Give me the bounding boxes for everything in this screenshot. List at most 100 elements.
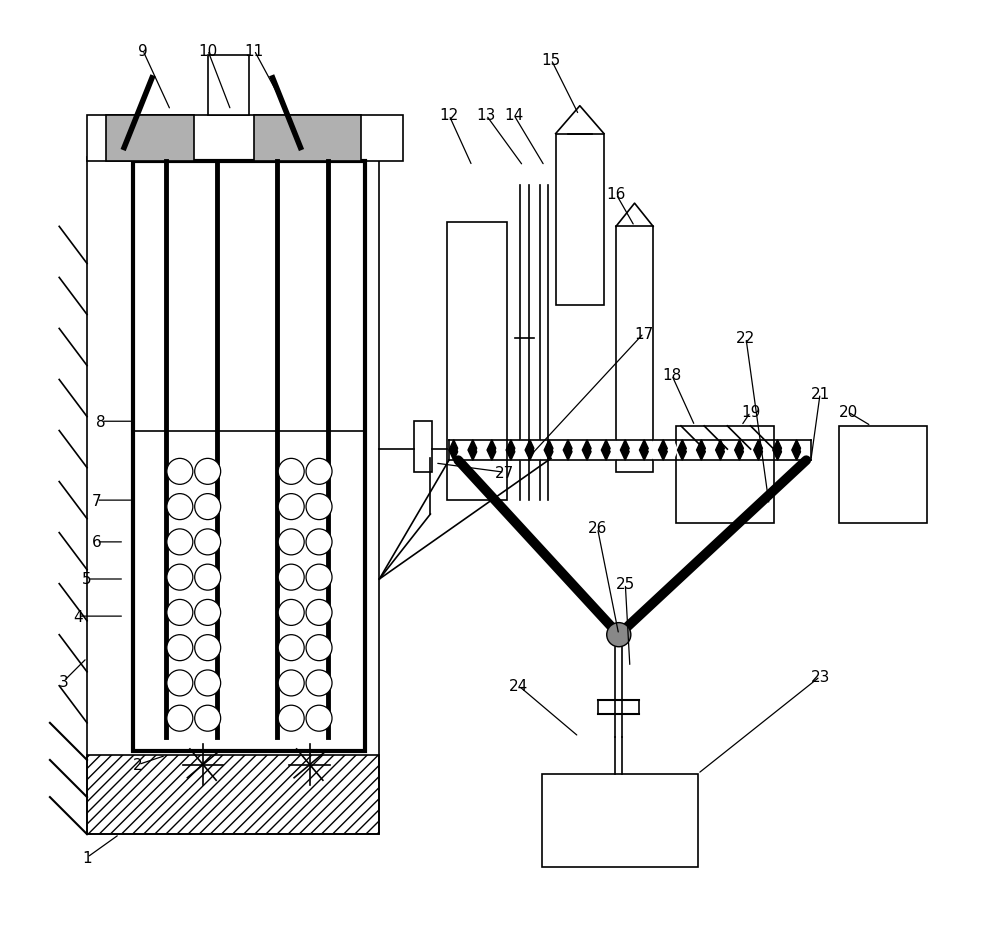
Polygon shape	[516, 440, 525, 461]
Polygon shape	[716, 440, 725, 461]
Circle shape	[306, 565, 332, 590]
Polygon shape	[535, 440, 544, 461]
Text: 13: 13	[476, 108, 496, 123]
Bar	[447, 222, 507, 501]
Text: 12: 12	[439, 108, 459, 123]
Circle shape	[167, 565, 193, 590]
Circle shape	[306, 459, 332, 485]
Polygon shape	[544, 440, 554, 461]
Text: 6: 6	[91, 535, 101, 550]
Text: 22: 22	[736, 331, 756, 346]
Text: 11: 11	[244, 44, 264, 58]
Circle shape	[306, 635, 332, 661]
Circle shape	[167, 529, 193, 555]
Circle shape	[306, 670, 332, 696]
Polygon shape	[449, 440, 458, 461]
Text: 7: 7	[92, 493, 101, 508]
Circle shape	[167, 635, 193, 661]
Circle shape	[278, 494, 304, 520]
Circle shape	[195, 529, 221, 555]
Bar	[676, 426, 774, 524]
Circle shape	[278, 705, 304, 731]
Circle shape	[167, 670, 193, 696]
Polygon shape	[678, 440, 687, 461]
Text: 17: 17	[634, 326, 653, 341]
Polygon shape	[792, 440, 801, 461]
Circle shape	[278, 459, 304, 485]
Polygon shape	[620, 440, 630, 461]
Text: 1: 1	[82, 850, 92, 865]
Circle shape	[278, 565, 304, 590]
Circle shape	[195, 565, 221, 590]
Text: 19: 19	[741, 405, 760, 420]
Polygon shape	[754, 440, 763, 461]
Polygon shape	[801, 440, 811, 461]
Polygon shape	[697, 440, 706, 461]
Polygon shape	[658, 440, 668, 461]
Circle shape	[278, 529, 304, 555]
Text: 10: 10	[198, 44, 217, 58]
Bar	[87, 756, 379, 834]
Text: 18: 18	[662, 368, 681, 383]
Bar	[208, 56, 249, 116]
Circle shape	[195, 494, 221, 520]
Text: 14: 14	[504, 108, 524, 123]
Bar	[542, 774, 698, 867]
Circle shape	[167, 705, 193, 731]
Text: 26: 26	[588, 521, 607, 536]
Polygon shape	[582, 440, 592, 461]
Polygon shape	[497, 440, 506, 461]
Text: 23: 23	[810, 669, 830, 684]
Polygon shape	[735, 440, 744, 461]
Text: 5: 5	[82, 572, 92, 587]
Circle shape	[195, 635, 221, 661]
Polygon shape	[506, 440, 516, 461]
Polygon shape	[611, 440, 620, 461]
Text: 27: 27	[495, 465, 514, 480]
Bar	[839, 426, 927, 524]
Polygon shape	[458, 440, 468, 461]
Bar	[556, 134, 604, 306]
Polygon shape	[478, 440, 487, 461]
Polygon shape	[468, 440, 478, 461]
Polygon shape	[487, 440, 497, 461]
Circle shape	[278, 600, 304, 626]
Bar	[616, 227, 653, 473]
Text: 2: 2	[133, 757, 143, 772]
Text: 8: 8	[96, 414, 106, 429]
Circle shape	[306, 600, 332, 626]
Polygon shape	[563, 440, 573, 461]
Circle shape	[195, 459, 221, 485]
Text: 25: 25	[616, 577, 635, 591]
Circle shape	[167, 600, 193, 626]
Text: 15: 15	[541, 53, 561, 68]
Polygon shape	[601, 440, 611, 461]
Text: 4: 4	[73, 609, 83, 624]
Bar	[414, 422, 432, 473]
Polygon shape	[763, 440, 773, 461]
Text: 24: 24	[509, 679, 528, 693]
Polygon shape	[706, 440, 716, 461]
Circle shape	[607, 623, 631, 647]
Bar	[106, 116, 194, 162]
Polygon shape	[773, 440, 782, 461]
Polygon shape	[630, 440, 639, 461]
Polygon shape	[639, 440, 649, 461]
Circle shape	[278, 670, 304, 696]
Bar	[87, 116, 403, 162]
Polygon shape	[725, 440, 735, 461]
Text: 9: 9	[138, 44, 148, 58]
Polygon shape	[687, 440, 697, 461]
Circle shape	[278, 635, 304, 661]
Bar	[254, 116, 361, 162]
Circle shape	[306, 529, 332, 555]
Circle shape	[306, 494, 332, 520]
Polygon shape	[592, 440, 601, 461]
Text: 21: 21	[811, 387, 830, 401]
Polygon shape	[525, 440, 535, 461]
Polygon shape	[782, 440, 792, 461]
Circle shape	[195, 670, 221, 696]
Polygon shape	[649, 440, 658, 461]
Circle shape	[167, 494, 193, 520]
Text: 20: 20	[838, 405, 858, 420]
